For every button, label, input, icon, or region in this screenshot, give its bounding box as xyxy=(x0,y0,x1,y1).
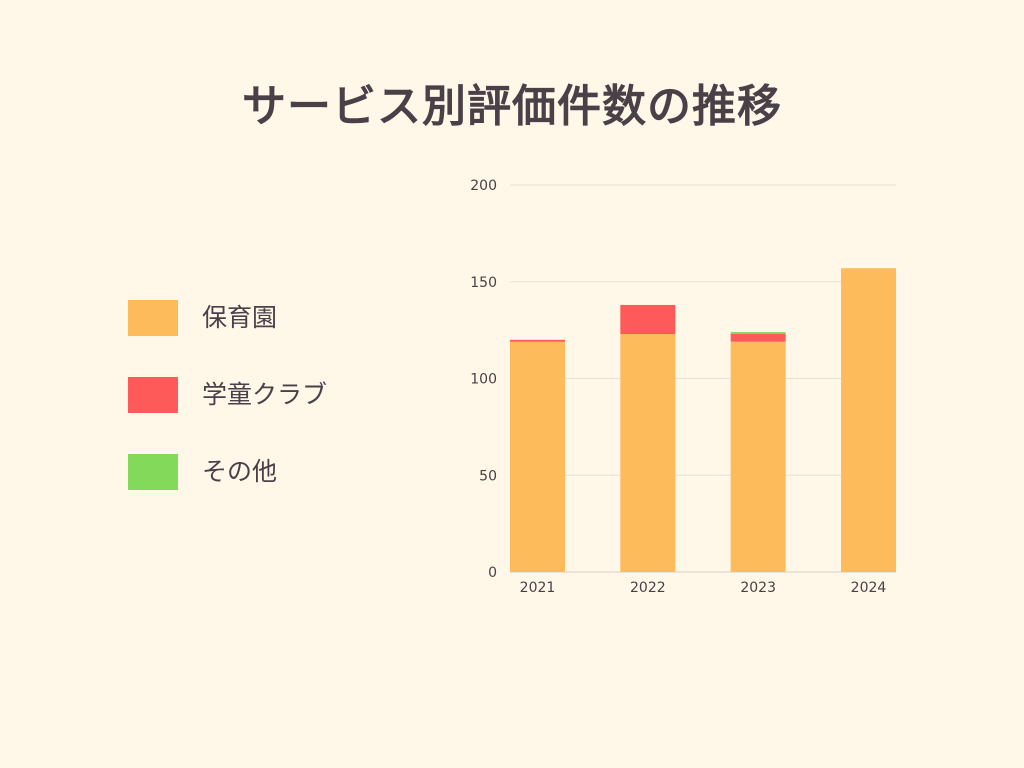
x-tick-label-2022: 2022 xyxy=(630,580,666,596)
bar-2021-series-1 xyxy=(510,339,565,342)
bar-2023-series-2 xyxy=(730,332,786,334)
y-tick-label-100: 100 xyxy=(470,372,497,388)
legend-label-gakudou: 学童クラブ xyxy=(202,380,328,409)
bar-2023-series-1 xyxy=(730,333,786,342)
x-tick-label-2023: 2023 xyxy=(740,580,776,596)
legend-item-gakudou: 学童クラブ xyxy=(128,377,388,413)
y-tick-label-0: 0 xyxy=(488,565,497,581)
bar-2023-series-0 xyxy=(730,341,786,572)
y-tick-label-50: 50 xyxy=(479,468,497,484)
legend-item-hoikuen: 保育園 xyxy=(128,300,388,336)
legend-swatch-other xyxy=(128,454,178,490)
legend-item-other: その他 xyxy=(128,454,388,490)
y-tick-label-200: 200 xyxy=(470,178,497,194)
legend-label-hoikuen: 保育園 xyxy=(202,303,278,332)
x-tick-label-2024: 2024 xyxy=(851,580,887,596)
legend-swatch-gakudou xyxy=(128,377,178,413)
x-tick-label-2021: 2021 xyxy=(520,580,556,596)
bar-2022-series-1 xyxy=(620,304,676,334)
y-tick-label-150: 150 xyxy=(470,275,497,291)
chart-title: サービス別評価件数の推移 xyxy=(242,81,782,132)
bar-2022-series-0 xyxy=(620,333,676,572)
legend-label-other: その他 xyxy=(202,457,278,486)
legend-swatch-hoikuen xyxy=(128,300,178,336)
bar-2024-series-0 xyxy=(841,268,896,572)
bar-2021-series-0 xyxy=(510,341,565,572)
